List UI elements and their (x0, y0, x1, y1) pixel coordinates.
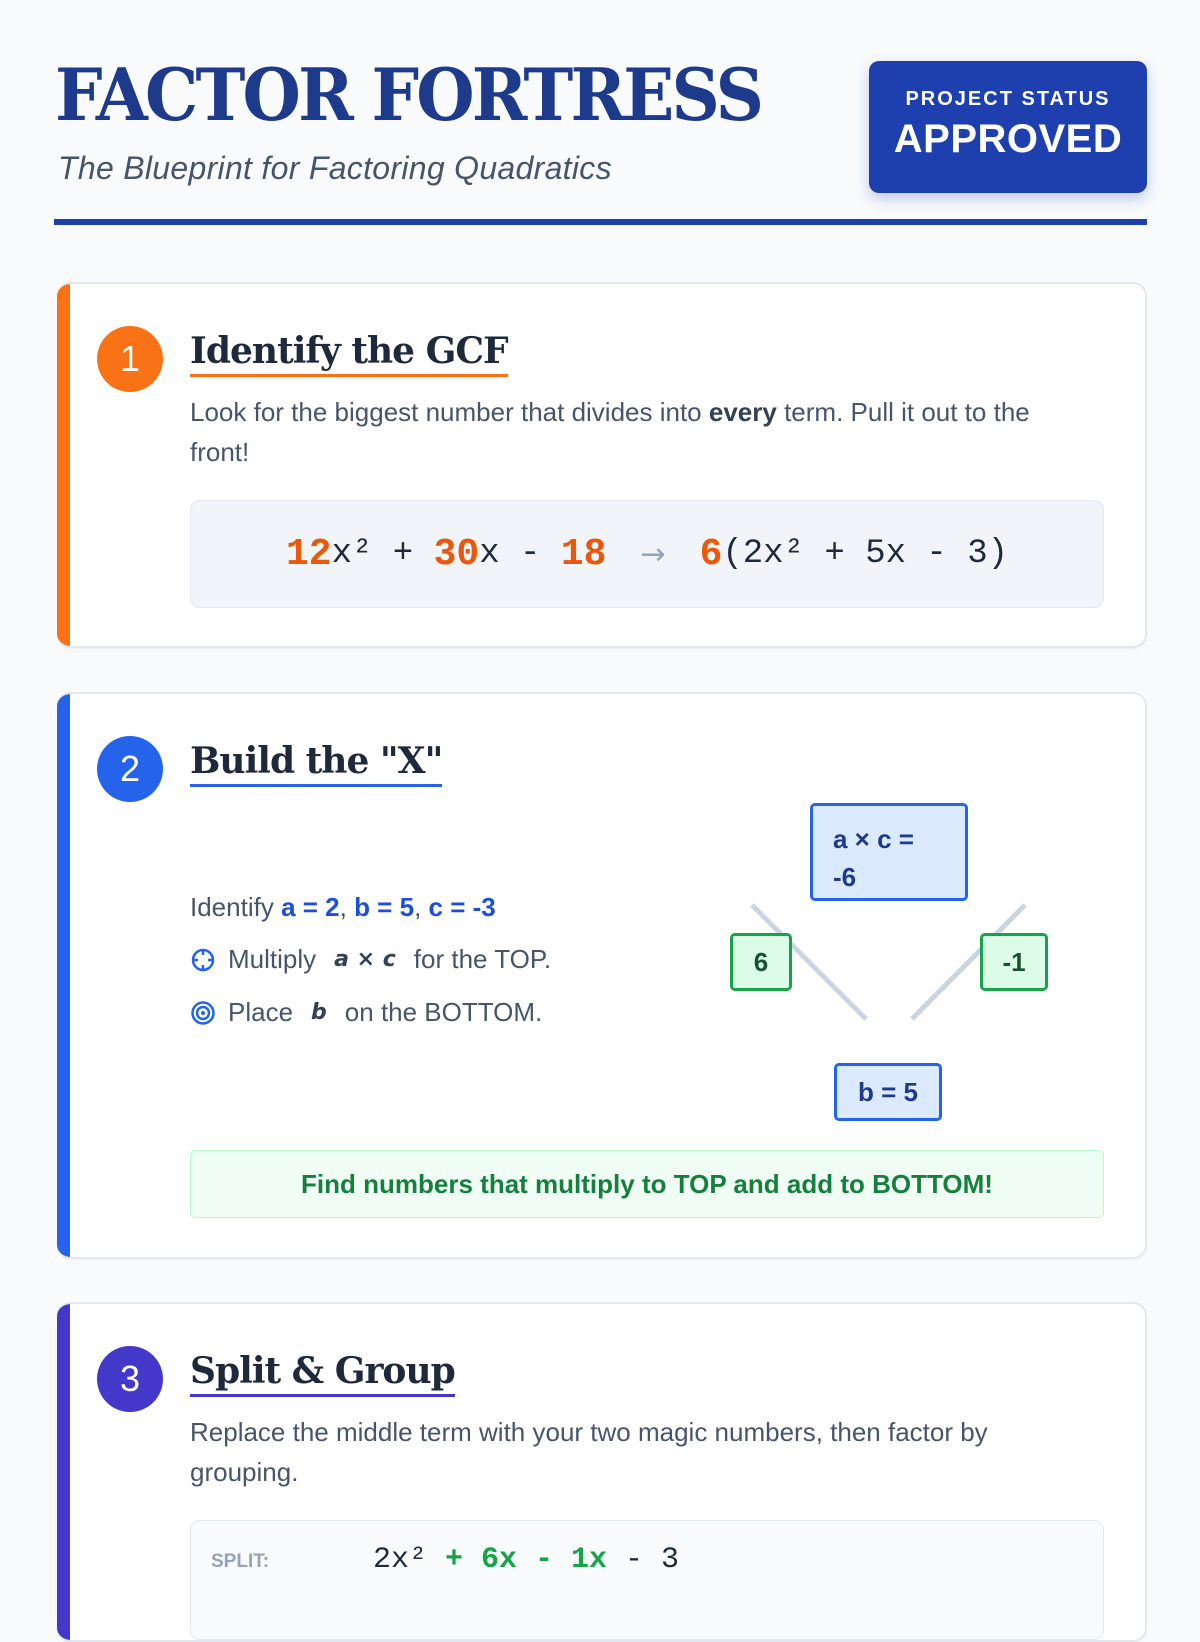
accent-bar (57, 694, 70, 1257)
crosshair-icon (191, 948, 215, 971)
step-title: Identify the GCF (190, 330, 509, 377)
gcf-formula: 12 x² + 30 x - 18 → 6 (2x² + 5x - 3) (190, 500, 1104, 608)
x-diagram-lines (750, 903, 1027, 1021)
identify-coefficients: Identify a = 2, b = 5, c = -3 (190, 892, 496, 922)
place-instruction: Place b on the BOTTOM. (190, 997, 542, 1028)
hint-banner: Find numbers that multiply to TOP and ad… (190, 1150, 1104, 1218)
split-label: SPLIT: (211, 1551, 270, 1572)
split-formula: SPLIT: 2x² + 6x - 1x - 3 (190, 1520, 1104, 1640)
page-title: FACTOR FORTRESS (55, 52, 764, 137)
badge-label: PROJECT STATUS (905, 88, 1111, 110)
x-top-box: a × c = -6 (810, 803, 968, 901)
step-card-3: 3 Split & Group Replace the middle term … (57, 1302, 1147, 1642)
step-title: Split & Group (190, 1350, 456, 1397)
split-expression: 2x² + 6x - 1x - 3 (373, 1543, 680, 1577)
step-card-2: 2 Build the "X" Identify a = 2, b = 5, c… (57, 692, 1147, 1259)
arrow-right-icon: → (640, 536, 666, 572)
step-number: 3 (97, 1346, 163, 1412)
step-card-1: 1 Identify the GCF Look for the biggest … (57, 282, 1147, 648)
x-left-factor: 6 (730, 933, 792, 991)
target-icon (191, 1000, 215, 1025)
step-description: Look for the biggest number that divides… (190, 397, 1030, 467)
page-subtitle: The Blueprint for Factoring Quadratics (58, 150, 612, 186)
step-title: Build the "X" (190, 740, 443, 787)
step-number: 1 (97, 326, 163, 392)
project-status-badge: PROJECT STATUS APPROVED (869, 61, 1147, 193)
x-right-factor: -1 (980, 933, 1048, 991)
badge-value: APPROVED (893, 117, 1123, 161)
left-diagonal (750, 903, 868, 1021)
accent-bar (57, 1304, 70, 1640)
multiply-instruction: Multiply a × c for the TOP. (190, 944, 551, 975)
right-diagonal (910, 903, 1027, 1021)
accent-bar (57, 284, 70, 646)
x-bottom-box: b = 5 (834, 1063, 942, 1121)
header-divider (54, 219, 1147, 225)
step-description: Replace the middle term with your two ma… (190, 1417, 988, 1487)
step-number: 2 (97, 736, 163, 802)
